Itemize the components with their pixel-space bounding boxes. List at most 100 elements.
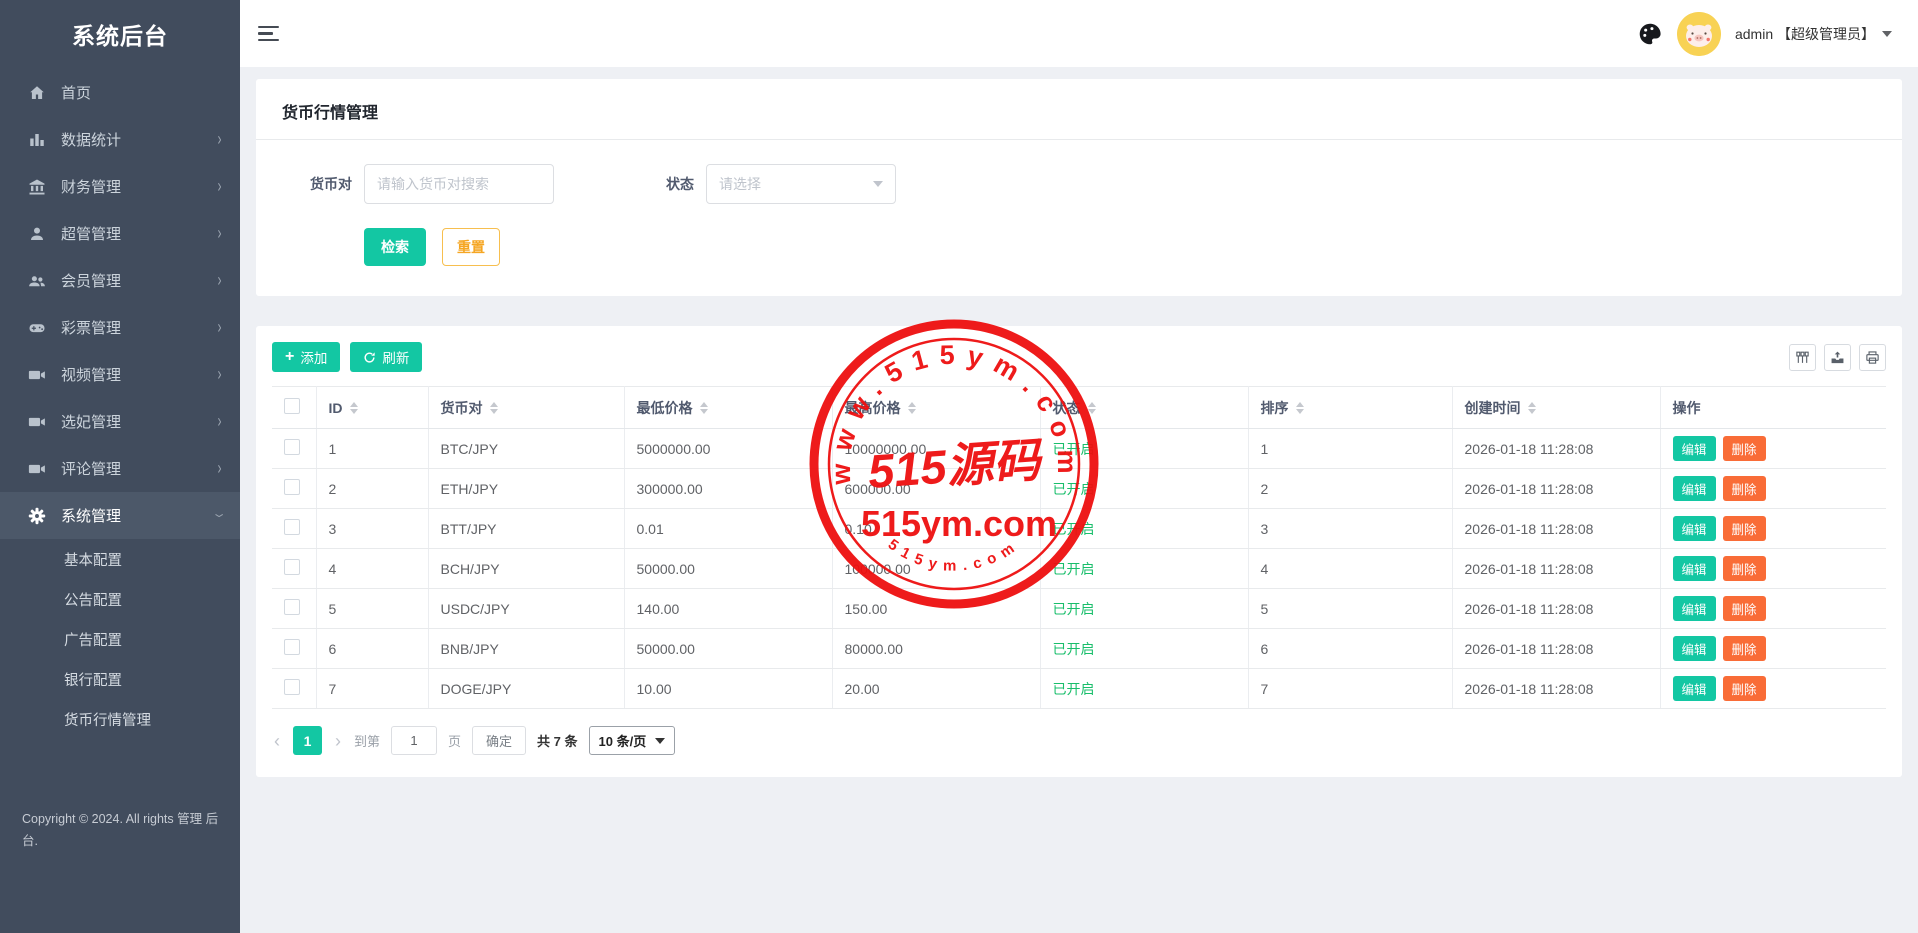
table-header-row: ID 货币对 最低价格 最高价格 状态 排序 创建时间 操作 [272,386,1886,429]
chevron-right-icon: › [217,411,222,432]
prev-page-button[interactable]: ‹ [274,730,280,751]
delete-button[interactable]: 删除 [1722,476,1766,501]
status-label: 状态 [666,176,694,192]
edit-button[interactable]: 编辑 [1672,596,1716,621]
cell-created: 2026-01-18 11:28:08 [1452,628,1661,669]
sort-icon[interactable] [1528,402,1536,414]
col-max-price: 最高价格 [832,386,1041,429]
sort-icon[interactable] [700,402,708,414]
sort-icon[interactable] [350,402,358,414]
refresh-button[interactable]: 刷新 [350,342,423,372]
edit-button[interactable]: 编辑 [1672,676,1716,701]
delete-button[interactable]: 删除 [1722,596,1766,621]
sidebar-item-concubine[interactable]: 选妃管理 › [0,398,240,445]
avatar[interactable] [1676,11,1721,56]
admin-dropdown[interactable]: admin 【超级管理员】 [1735,24,1892,44]
add-button-label: 添加 [300,351,328,366]
row-checkbox[interactable] [284,559,300,575]
table-row: 1 BTC/JPY 5000000.00 10000000.00 已开启 1 2… [272,428,1886,469]
video-camera-icon [28,464,45,473]
delete-button[interactable]: 删除 [1722,556,1766,581]
sidebar-item-label: 选妃管理 [61,414,122,431]
reset-button[interactable]: 重置 [442,228,500,266]
row-checkbox[interactable] [284,479,300,495]
next-page-button[interactable]: › [335,730,341,751]
cell-pair: BTC/JPY [428,428,625,469]
cell-created: 2026-01-18 11:28:08 [1452,548,1661,589]
sidebar-item-stats[interactable]: 数据统计 › [0,116,240,163]
edit-button[interactable]: 编辑 [1672,556,1716,581]
page-size-select[interactable]: 10 条/页 [588,726,676,755]
row-checkbox[interactable] [284,679,300,695]
table-row: 4 BCH/JPY 50000.00 100000.00 已开启 4 2026-… [272,548,1886,589]
sidebar-item-comments[interactable]: 评论管理 › [0,445,240,492]
columns-filter-button[interactable] [1789,343,1816,371]
search-button[interactable]: 检索 [364,228,426,266]
submenu-item-currency-market[interactable]: 货币行情管理 [64,712,151,729]
col-status: 状态 [1040,386,1249,429]
submenu-item-ad-config[interactable]: 广告配置 [64,632,122,649]
goto-page-input[interactable] [391,726,438,755]
submenu-item-basic-config[interactable]: 基本配置 [64,552,122,569]
sort-icon[interactable] [1088,402,1096,414]
row-checkbox[interactable] [284,639,300,655]
sidebar-item-lottery[interactable]: 彩票管理 › [0,304,240,351]
refresh-icon [364,351,375,363]
col-label: 操作 [1672,399,1701,416]
user-icon [31,227,43,240]
sidebar-item-label: 彩票管理 [61,320,122,337]
table-row: 5 USDC/JPY 140.00 150.00 已开启 5 2026-01-1… [272,588,1886,629]
row-checkbox[interactable] [284,439,300,455]
cell-created: 2026-01-18 11:28:08 [1452,428,1661,469]
top-bar: admin 【超级管理员】 [240,0,1918,67]
delete-button[interactable]: 删除 [1722,516,1766,541]
edit-button[interactable]: 编辑 [1672,476,1716,501]
content: 货币行情管理 货币对 状态 请选择 检索 重置 [240,67,1918,933]
add-button[interactable]: + 添加 [272,342,341,372]
pagination: ‹ 1 › 到第 页 确定 共 7 条 10 条/页 [272,726,1886,755]
sidebar-item-finance[interactable]: 财务管理 › [0,163,240,210]
page-size-value: 10 条/页 [598,734,647,749]
sort-icon[interactable] [1296,402,1304,414]
sidebar-item-system[interactable]: 系统管理 › [0,492,240,539]
sidebar-item-home[interactable]: 首页 [0,69,240,116]
row-checkbox[interactable] [284,599,300,615]
cell-sort: 5 [1248,588,1453,629]
gear-icon [28,507,46,524]
edit-button[interactable]: 编辑 [1672,436,1716,461]
status-badge: 已开启 [1040,548,1249,589]
sidebar-copyright: Copyright © 2024. All rights 管理 后台. [22,812,219,848]
cell-id: 3 [316,508,429,549]
pair-search-input[interactable] [364,164,554,204]
sidebar-item-label: 首页 [61,85,92,102]
delete-button[interactable]: 删除 [1722,676,1766,701]
select-all-checkbox[interactable] [284,398,300,414]
delete-button[interactable]: 删除 [1722,436,1766,461]
cell-min: 50000.00 [624,628,833,669]
status-badge: 已开启 [1040,468,1249,509]
palette-icon[interactable] [1637,21,1663,47]
submenu-item-announcement-config[interactable]: 公告配置 [64,592,122,609]
home-icon [30,85,44,99]
cell-pair: BTT/JPY [428,508,625,549]
row-checkbox[interactable] [284,519,300,535]
sidebar-item-members[interactable]: 会员管理 › [0,257,240,304]
current-page-button[interactable]: 1 [293,726,322,755]
print-button[interactable] [1859,343,1886,371]
sort-icon[interactable] [490,402,498,414]
cell-created: 2026-01-18 11:28:08 [1452,668,1661,709]
sort-icon[interactable] [908,402,916,414]
edit-button[interactable]: 编辑 [1672,516,1716,541]
chevron-down-icon [1882,30,1892,37]
delete-button[interactable]: 删除 [1722,636,1766,661]
export-icon [1831,351,1844,363]
sidebar-item-video[interactable]: 视频管理 › [0,351,240,398]
status-badge: 已开启 [1040,588,1249,629]
status-select[interactable]: 请选择 [706,164,896,204]
edit-button[interactable]: 编辑 [1672,636,1716,661]
sidebar-item-admins[interactable]: 超管管理 › [0,210,240,257]
menu-toggle-button[interactable] [258,22,280,46]
export-button[interactable] [1824,343,1851,371]
submenu-item-bank-config[interactable]: 银行配置 [64,672,122,689]
goto-confirm-button[interactable]: 确定 [472,726,527,755]
